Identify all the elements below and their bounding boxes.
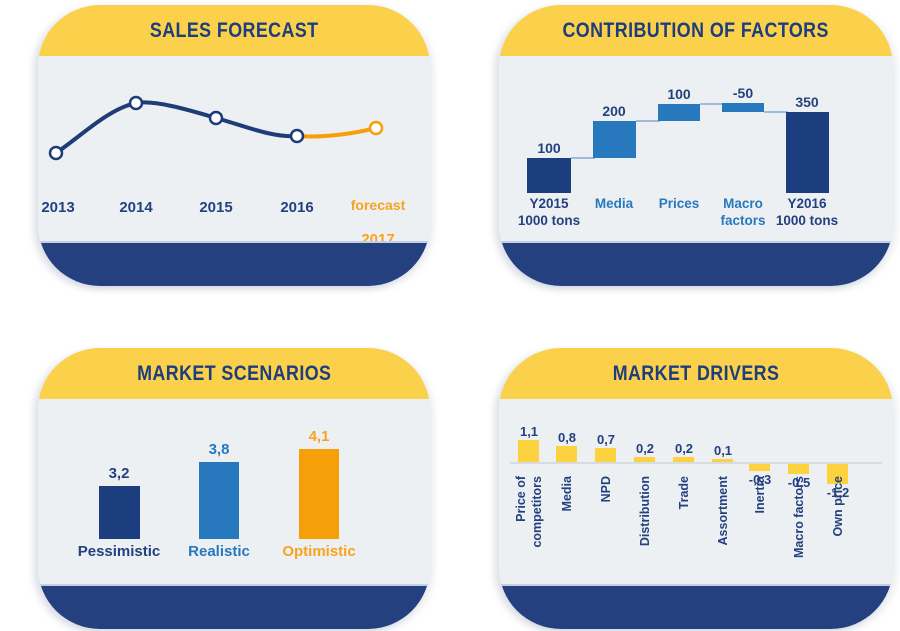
waterfall-bar-y2016 (786, 112, 829, 193)
drivers-chart-area: 1,1 0,8 0,7 0,2 0,2 0,1 -0,3 -0,5 -1,2 P… (499, 399, 893, 584)
driver-value-distribution: 0,2 (635, 441, 655, 456)
waterfall-category-y2015: Y2015 1000 tons (517, 196, 581, 228)
forecast-line-series (295, 126, 378, 139)
card-market-scenarios-footer (38, 584, 430, 629)
waterfall-bar-media (593, 121, 636, 158)
point-2017-forecast (368, 120, 384, 136)
waterfall-connector-4 (764, 111, 788, 113)
driver-value-macro-factors: -0,5 (787, 475, 811, 490)
driver-bar-npd (595, 448, 616, 462)
card-sales-forecast: SALES FORECAST 2013 2014 2015 2016 forec… (38, 5, 430, 286)
driver-value-npd: 0,7 (596, 432, 616, 447)
waterfall-connector-2 (636, 120, 660, 122)
card-sales-forecast-header: SALES FORECAST (38, 5, 430, 56)
card-sales-forecast-title: SALES FORECAST (149, 18, 319, 42)
driver-category-media: Media (560, 476, 574, 512)
point-2013 (48, 145, 64, 161)
waterfall-connector-1 (571, 157, 595, 159)
scenario-value-optimistic: 4,1 (308, 428, 330, 445)
driver-bar-media (556, 446, 577, 462)
driver-category-price-of-competitors: Price of competitors (514, 476, 544, 548)
sales-forecast-line-chart (48, 95, 384, 161)
card-market-drivers-header: MARKET DRIVERS (499, 348, 893, 399)
point-2016 (289, 128, 305, 144)
point-2014 (128, 95, 144, 111)
scenario-bar-optimistic (299, 449, 339, 539)
card-market-drivers-footer (499, 584, 893, 629)
forecast-annotation: forecast 2017 (351, 180, 405, 248)
x-label-2016: 2016 (280, 199, 314, 216)
driver-category-macro-factors: Macro factors (792, 476, 806, 558)
driver-value-price-of-competitors: 1,1 (519, 424, 539, 439)
driver-category-npd: NPD (599, 476, 613, 503)
card-sales-forecast-footer (38, 241, 430, 286)
x-label-2013: 2013 (41, 199, 75, 216)
driver-category-trade: Trade (677, 476, 691, 510)
driver-category-inertia: Inertia (753, 476, 767, 514)
driver-category-own-price: Own price (831, 476, 845, 537)
driver-bar-price-of-competitors (518, 440, 539, 462)
scenarios-chart-area: 3,2 3,8 4,1 Pessimistic Realistic Optimi… (38, 399, 430, 584)
driver-category-distribution: Distribution (638, 476, 652, 547)
waterfall-value-prices: 100 (667, 86, 691, 102)
waterfall-bar-macro-factors (722, 103, 764, 112)
sales-forecast-chart-area: 2013 2014 2015 2016 forecast 2017 (38, 56, 430, 248)
waterfall-value-y2015: 100 (537, 140, 561, 156)
driver-value-trade: 0,2 (674, 441, 694, 456)
driver-bar-own-price (827, 464, 848, 484)
scenario-value-realistic: 3,8 (208, 441, 230, 458)
waterfall-connector-3 (700, 103, 724, 105)
card-market-scenarios: MARKET SCENARIOS 3,2 3,8 4,1 Pessimistic… (38, 348, 430, 629)
x-label-2015: 2015 (199, 199, 233, 216)
forecast-annotation-word: forecast (350, 197, 406, 213)
waterfall-category-media: Media (594, 196, 634, 211)
waterfall-category-prices: Prices (658, 196, 700, 211)
waterfall-value-y2016: 350 (795, 94, 819, 110)
scenario-value-pessimistic: 3,2 (108, 465, 130, 482)
driver-category-assortment: Assortment (716, 476, 730, 546)
scenario-category-optimistic: Optimistic (282, 543, 356, 560)
scenario-category-realistic: Realistic (188, 543, 250, 560)
card-market-drivers: MARKET DRIVERS 1,1 0,8 0,7 0,2 0,2 0,1 -… (499, 348, 893, 629)
waterfall-bar-y2015 (527, 158, 571, 193)
scenario-category-pessimistic: Pessimistic (77, 543, 161, 560)
waterfall-category-macro-factors: Macro factors (720, 196, 766, 228)
driver-value-own-price: -1,2 (826, 485, 850, 500)
driver-value-inertia: -0,3 (748, 472, 772, 487)
waterfall-category-y2016: Y2016 1000 tons (775, 196, 839, 228)
driver-bar-assortment (712, 459, 733, 462)
driver-value-assortment: 0,1 (713, 443, 733, 458)
card-market-scenarios-title: MARKET SCENARIOS (136, 361, 332, 385)
card-market-scenarios-header: MARKET SCENARIOS (38, 348, 430, 399)
x-label-2014: 2014 (119, 199, 153, 216)
driver-bar-inertia (749, 464, 770, 471)
actual-line-series (54, 100, 299, 155)
card-contribution-of-factors-header: CONTRIBUTION OF FACTORS (499, 5, 893, 56)
driver-value-media: 0,8 (557, 430, 577, 445)
drivers-baseline-axis (510, 462, 882, 464)
card-contribution-of-factors: CONTRIBUTION OF FACTORS 100 200 100 -50 … (499, 5, 893, 286)
scenario-bar-realistic (199, 462, 239, 539)
waterfall-chart-area: 100 200 100 -50 350 Y2015 1000 tons Medi… (499, 56, 893, 241)
waterfall-bar-prices (658, 104, 700, 121)
scenario-bar-pessimistic (99, 486, 140, 539)
waterfall-value-media: 200 (602, 103, 626, 119)
waterfall-value-macro-factors: -50 (732, 85, 754, 101)
driver-bar-macro-factors (788, 464, 809, 474)
card-contribution-of-factors-footer (499, 241, 893, 286)
point-2015 (208, 110, 224, 126)
driver-bar-distribution (634, 457, 655, 462)
driver-bar-trade (673, 457, 694, 462)
card-market-drivers-title: MARKET DRIVERS (612, 361, 780, 385)
card-contribution-of-factors-title: CONTRIBUTION OF FACTORS (562, 18, 830, 42)
